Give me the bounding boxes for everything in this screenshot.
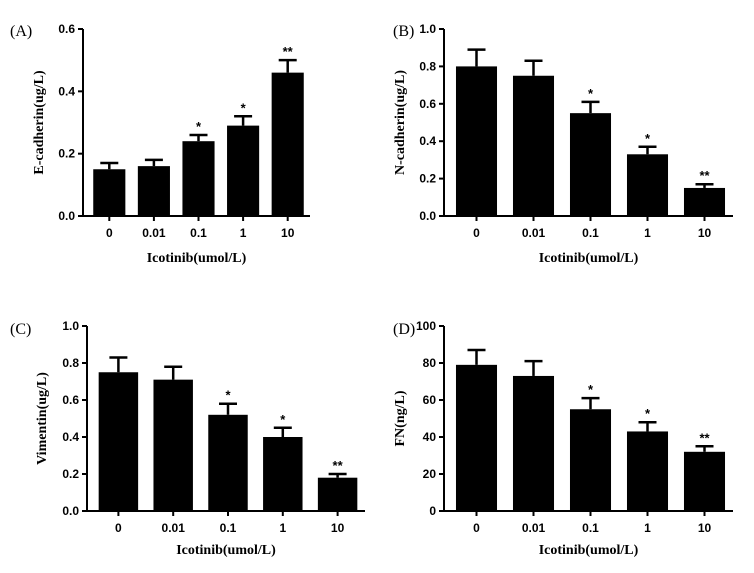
x-tick-label: 0 — [473, 521, 480, 535]
x-tick-label: 0 — [106, 226, 113, 240]
significance-mark: ** — [283, 44, 294, 59]
bar — [512, 375, 555, 511]
y-tick-label: 0.2 — [58, 147, 75, 161]
x-tick-label: 0.1 — [190, 226, 207, 240]
y-tick-label: 1.0 — [62, 319, 79, 333]
bar — [93, 169, 126, 216]
bar — [137, 166, 170, 216]
y-tick-label: 0.6 — [62, 393, 79, 407]
panel-c: (C) 0.0 0.2 0.4 0.6 0.8 1.0 0 0.01 0.1 * 1 * 10 ** Icot… — [10, 319, 365, 558]
y-tick-label: 1.0 — [419, 22, 436, 36]
y-axis-title: E-cadherin(ug/L) — [32, 70, 47, 175]
bar — [317, 477, 358, 511]
x-axis-title: Icotinib(umol/L) — [176, 543, 276, 558]
y-tick-label: 0.8 — [419, 59, 436, 73]
panel-a: (A) 0.0 0.2 0.4 0.6 0 0.01 0.1 * 1 * 10 ** Icotinib(u… — [10, 22, 310, 266]
y-tick-label: 40 — [423, 430, 437, 444]
y-tick-label: 0.0 — [62, 504, 79, 518]
bar — [683, 187, 726, 216]
y-tick-label: 20 — [423, 467, 437, 481]
bar — [263, 437, 303, 511]
y-axis-title: Vimentin(ug/L) — [35, 372, 50, 465]
y-tick-label: 0.2 — [419, 172, 436, 186]
panel-letter: (B) — [393, 23, 414, 40]
x-tick-label: 10 — [331, 521, 345, 535]
x-tick-label: 10 — [698, 226, 712, 240]
x-tick-label: 0.01 — [142, 226, 166, 240]
bar — [569, 409, 612, 511]
x-axis-title: Icotinib(umol/L) — [539, 251, 639, 266]
y-axis-title: N-cadherin(ug/L) — [393, 70, 408, 175]
y-tick-label: 60 — [423, 393, 437, 407]
significance-mark: ** — [333, 458, 344, 473]
bar — [271, 72, 304, 216]
significance-mark: * — [196, 119, 202, 134]
x-tick-label: 0.01 — [522, 521, 546, 535]
x-tick-label: 10 — [281, 226, 295, 240]
x-tick-label: 0.01 — [162, 521, 186, 535]
x-tick-label: 0.01 — [522, 226, 546, 240]
y-tick-label: 0.4 — [62, 430, 79, 444]
y-tick-label: 0.4 — [58, 84, 75, 98]
x-tick-label: 1 — [279, 521, 286, 535]
significance-mark: * — [588, 382, 594, 397]
x-tick-label: 1 — [240, 226, 247, 240]
y-tick-label: 0.8 — [62, 356, 79, 370]
bar — [512, 75, 555, 216]
y-tick-label: 0.6 — [419, 97, 436, 111]
x-axis-title: Icotinib(umol/L) — [539, 543, 639, 558]
x-tick-label: 1 — [644, 226, 651, 240]
bar — [208, 414, 248, 511]
bar — [455, 66, 498, 217]
x-tick-label: 1 — [644, 521, 651, 535]
y-tick-label: 80 — [423, 356, 437, 370]
bar — [569, 113, 612, 216]
significance-mark: * — [645, 131, 651, 146]
x-tick-label: 0.1 — [582, 521, 599, 535]
panel-letter: (C) — [10, 321, 31, 338]
significance-mark: * — [645, 406, 651, 421]
y-tick-label: 0.0 — [58, 209, 75, 223]
panel-b: (B) 0.0 0.2 0.4 0.6 0.8 1.0 0 0.01 0.1 * 1 * 10 ** Icot… — [393, 22, 733, 266]
significance-mark: * — [280, 412, 286, 427]
significance-mark: * — [588, 86, 594, 101]
bar — [98, 372, 139, 511]
y-tick-label: 0.2 — [62, 467, 79, 481]
panel-letter: (D) — [393, 321, 415, 338]
y-axis-title: FN(ng/L) — [393, 390, 408, 446]
bar — [182, 141, 215, 216]
y-tick-label: 0.0 — [419, 209, 436, 223]
y-tick-label: 100 — [416, 319, 436, 333]
y-tick-label: 0 — [429, 504, 436, 518]
x-axis-title: Icotinib(umol/L) — [147, 251, 247, 266]
panel-letter: (A) — [10, 23, 32, 40]
bar — [227, 125, 260, 216]
x-tick-label: 0 — [473, 226, 480, 240]
bar — [683, 451, 726, 511]
x-tick-label: 0 — [115, 521, 122, 535]
significance-mark: * — [225, 388, 231, 403]
significance-mark: * — [241, 100, 247, 115]
bar — [153, 379, 193, 511]
bar — [455, 364, 498, 511]
bar — [626, 154, 669, 216]
x-tick-label: 0.1 — [582, 226, 599, 240]
significance-mark: ** — [699, 168, 710, 183]
bar — [626, 431, 669, 511]
significance-mark: ** — [699, 430, 710, 445]
x-tick-label: 0.1 — [220, 521, 237, 535]
x-tick-label: 10 — [698, 521, 712, 535]
y-tick-label: 0.4 — [419, 134, 436, 148]
y-tick-label: 0.6 — [58, 22, 75, 36]
panel-d: (D) 0 20 40 60 80 100 0 0.01 0.1 * 1 * 10 ** Icotinib(u… — [393, 319, 733, 558]
